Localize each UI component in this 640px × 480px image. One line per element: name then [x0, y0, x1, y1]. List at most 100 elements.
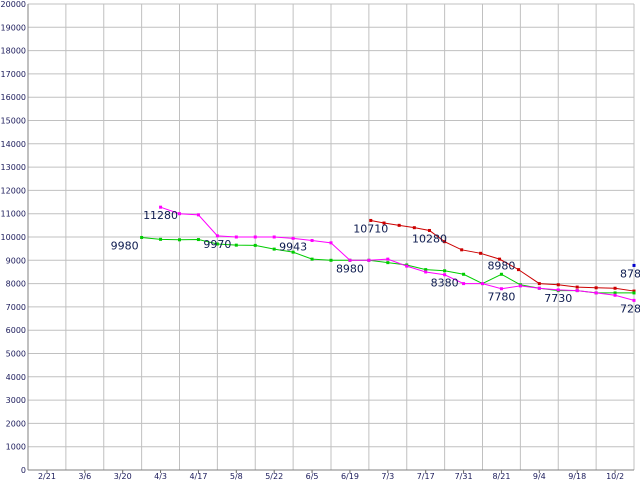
x-tick-label: 4/17	[189, 472, 207, 480]
series-3-point	[518, 284, 522, 288]
series-3-point	[575, 289, 579, 293]
series-2-point	[272, 247, 276, 251]
series-2-point	[253, 243, 257, 247]
series-3-point	[386, 257, 390, 261]
series-2-point	[196, 238, 200, 242]
data-labels: 11280 9980 9970 9943 8980 10710 10280 8380 8980 7…	[111, 209, 640, 315]
series-2-point	[140, 235, 144, 239]
data-label: 9943	[279, 240, 307, 253]
x-tick-label: 2/21	[38, 472, 56, 480]
series-3-point	[159, 205, 163, 209]
x-tick-label: 7/3	[381, 472, 394, 480]
series-2-point	[291, 250, 295, 254]
x-tick-label: 3/6	[78, 472, 91, 480]
y-tick-label: 14000	[1, 140, 26, 149]
series-2-point	[499, 272, 503, 276]
series-3-point	[348, 258, 352, 262]
y-tick-label: 0	[21, 466, 26, 475]
series-1-point	[516, 268, 520, 272]
series-1-point	[632, 289, 636, 293]
series-2-point	[215, 242, 219, 246]
y-tick-label: 17000	[1, 70, 26, 79]
series-1-point	[537, 282, 541, 286]
grid	[27, 3, 635, 471]
y-tick-label: 3000	[6, 396, 26, 405]
y-tick-label: 5000	[6, 350, 26, 359]
series-2-point	[234, 243, 238, 247]
y-tick-label: 13000	[1, 163, 26, 172]
series-2-point	[632, 291, 636, 295]
y-tick-label: 4000	[6, 373, 26, 382]
axes	[27, 4, 634, 473]
series-1-point	[575, 285, 579, 289]
series-3-point	[462, 282, 466, 286]
y-tick-label: 9000	[6, 256, 26, 265]
series-2-point	[443, 269, 447, 273]
series-1-point	[427, 228, 431, 232]
series-3-point	[291, 236, 295, 240]
x-tick-label: 6/5	[306, 472, 319, 480]
x-tick-label: 8/21	[492, 472, 510, 480]
series-1-point	[412, 226, 416, 230]
x-tick-label: 10/2	[606, 472, 624, 480]
series-4-point	[632, 263, 636, 267]
series-3-point	[556, 288, 560, 292]
series-2-point	[159, 237, 163, 241]
data-label: 7280	[620, 302, 640, 315]
series-3-point	[178, 212, 181, 216]
series-3-point	[443, 273, 447, 277]
series-2-point	[613, 291, 617, 295]
x-tick-label: 6/19	[341, 472, 359, 480]
x-tick-label: 9/18	[568, 472, 586, 480]
x-tick-label: 9/4	[533, 472, 546, 480]
data-label: 10280	[412, 232, 447, 245]
data-label: 7730	[544, 292, 572, 305]
series-3-point	[537, 286, 541, 290]
series-3-point	[196, 213, 200, 217]
y-tick-label: 11000	[1, 210, 26, 219]
series-1-point	[556, 283, 560, 287]
series-1-point	[479, 251, 483, 255]
series-1-point	[382, 221, 386, 225]
series-2-point	[329, 258, 333, 262]
data-label: 10710	[353, 222, 388, 235]
x-tick-label: 5/8	[230, 472, 243, 480]
series-3-point	[234, 235, 238, 239]
series-1-point	[613, 286, 617, 290]
data-label: 8980	[336, 262, 364, 275]
series-3-point	[367, 258, 371, 262]
series-3-point	[613, 293, 617, 297]
series-3-point	[272, 235, 276, 239]
data-label: 8780	[620, 267, 640, 280]
series-3-point	[424, 270, 428, 274]
series-1-point	[369, 218, 373, 222]
series-1-line	[370, 219, 635, 292]
data-label: 9970	[203, 238, 231, 251]
series-1-point	[498, 257, 502, 261]
series-1	[369, 218, 636, 293]
series-1-point	[443, 240, 447, 244]
series-3-point	[405, 264, 409, 268]
y-tick-label: 15000	[1, 117, 26, 126]
series-3-point	[632, 298, 636, 302]
series-1-point	[460, 248, 464, 252]
x-tick-label: 7/31	[455, 472, 473, 480]
y-tick-label: 8000	[6, 280, 26, 289]
y-tick-label: 16000	[1, 93, 26, 102]
data-label: 8380	[431, 277, 459, 290]
series-group	[140, 205, 636, 302]
series-3-point	[310, 238, 314, 242]
series-3-line	[160, 206, 635, 301]
y-tick-label: 7000	[6, 303, 26, 312]
y-tick-label: 6000	[6, 326, 26, 335]
x-tick-label: 3/20	[114, 472, 132, 480]
series-3-point	[329, 241, 333, 245]
series-3-point	[499, 287, 503, 291]
series-2-point	[178, 238, 181, 242]
x-tick-label: 7/17	[417, 472, 435, 480]
series-4	[632, 263, 636, 267]
y-tick-label: 19000	[1, 23, 26, 32]
y-tick-label: 12000	[1, 186, 26, 195]
data-label: 8980	[487, 259, 515, 272]
